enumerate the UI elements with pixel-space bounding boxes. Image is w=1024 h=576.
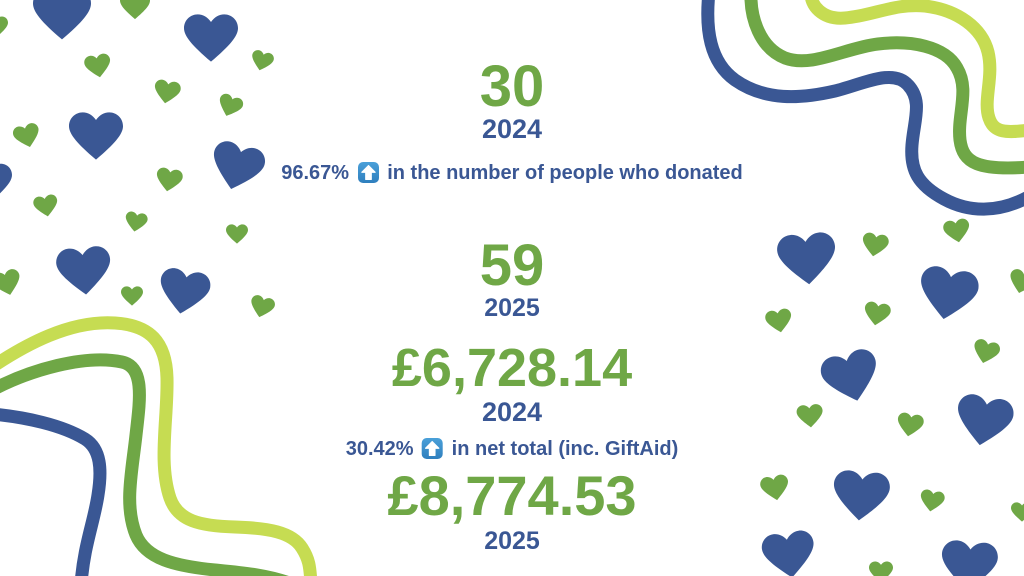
year-label-net-2024: 2024 — [481, 397, 543, 427]
change-pct-people: 96.67% — [281, 162, 350, 184]
up-arrow-icon — [357, 162, 379, 183]
change-text-net: in net total (inc. GiftAid) — [451, 438, 679, 460]
change-line-net: 30.42% in net total (inc. GiftAid) — [345, 438, 679, 461]
up-arrow-icon — [422, 438, 444, 459]
change-line-people: 96.67% in the number of people who donat… — [277, 162, 747, 185]
year-label-people-2024: 2024 — [481, 114, 543, 144]
year-label-people-2025: 2025 — [484, 294, 540, 322]
donor-count-2024: 30 — [479, 54, 545, 119]
change-text-people: in the number of people who donated — [387, 162, 743, 184]
net-total-2024: £6,728.14 — [391, 338, 633, 398]
year-label-net-2025: 2025 — [484, 527, 540, 555]
net-total-2025: £8,774.53 — [387, 464, 637, 527]
change-pct-net: 30.42% — [345, 438, 414, 460]
donor-count-2025: 59 — [479, 233, 545, 298]
